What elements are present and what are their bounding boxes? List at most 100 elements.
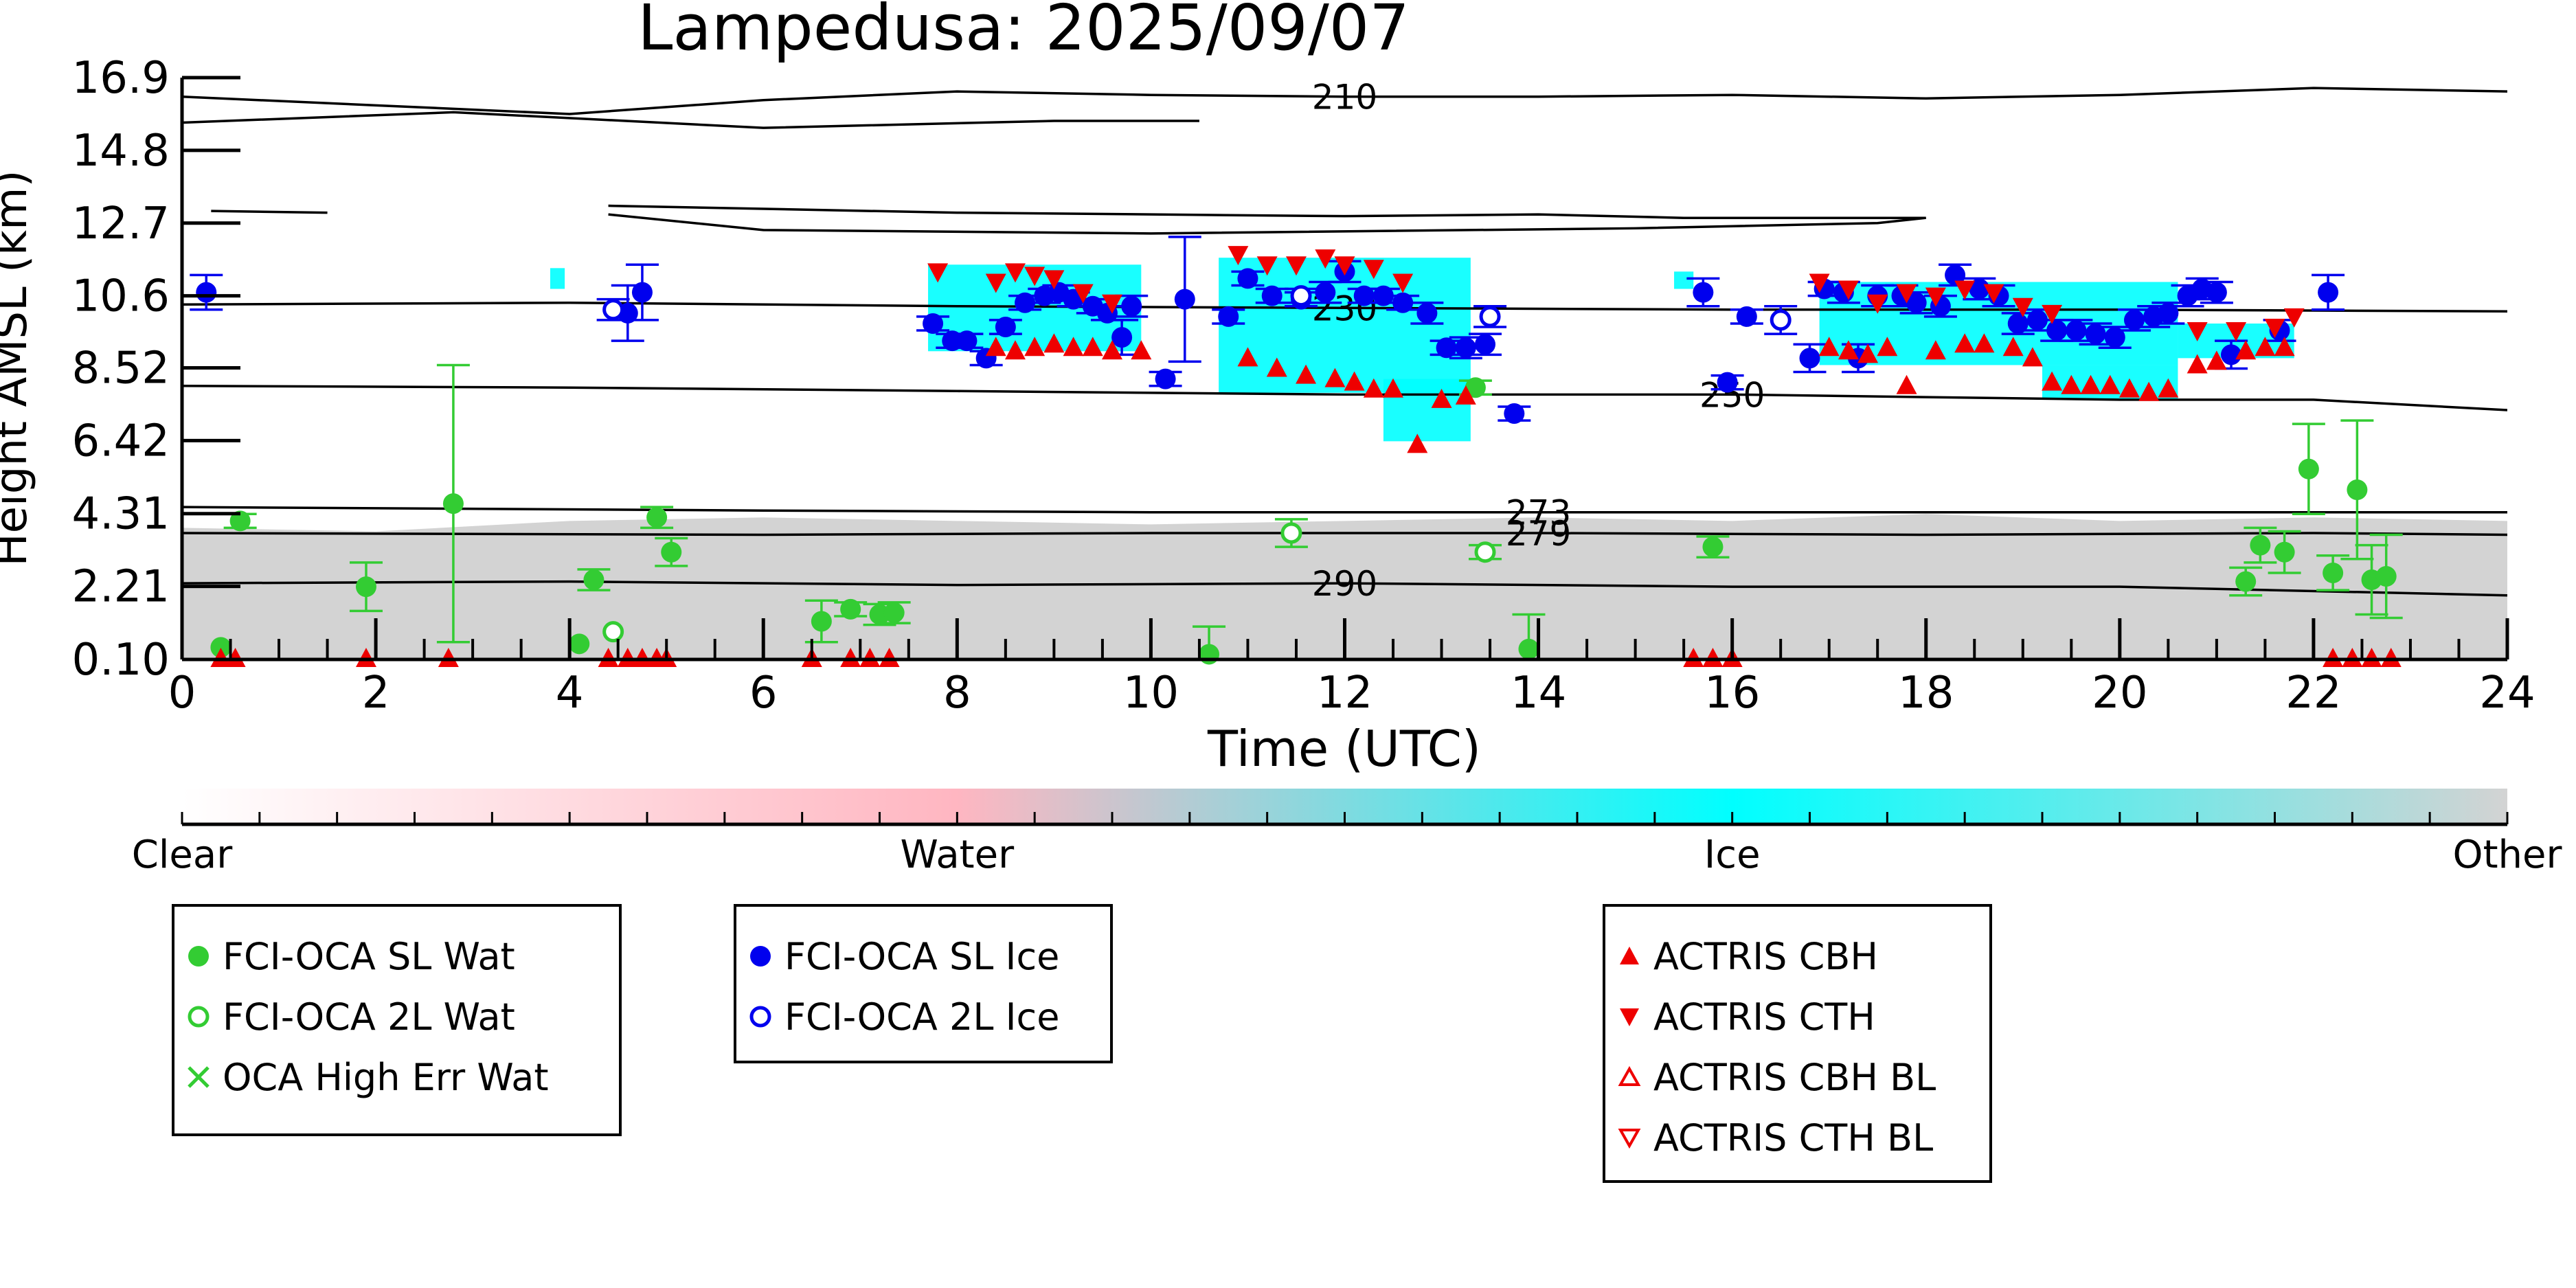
- x-tick-label: 0: [168, 668, 196, 719]
- x-axis-label: Time (UTC): [1207, 720, 1481, 778]
- data-point: [1315, 282, 1336, 303]
- data-point: [1518, 638, 1539, 659]
- data-point: [2026, 309, 2048, 330]
- contour-label: 290: [1312, 564, 1377, 604]
- data-point: [995, 317, 1016, 337]
- data-point: [1102, 340, 1122, 360]
- contour-line-210: [211, 210, 328, 214]
- colorbar-label: Ice: [1704, 833, 1761, 877]
- x-tick-label: 18: [1898, 668, 1954, 719]
- data-point: [1736, 306, 1757, 327]
- contour-line-210: [608, 204, 1926, 235]
- data-point: [1043, 270, 1065, 290]
- data-point: [2012, 297, 2033, 317]
- colorbar-label: Water: [901, 833, 1015, 877]
- data-point: [985, 337, 1006, 357]
- data-point: [1237, 268, 1258, 289]
- data-point: [442, 493, 464, 515]
- data-point: [1353, 285, 1375, 306]
- data-point: [1906, 292, 1927, 313]
- data-point: [1004, 263, 1026, 283]
- data-point: [1436, 337, 1457, 359]
- data-point: [2235, 340, 2257, 360]
- data-point: [2066, 320, 2087, 341]
- legend-label: FCI-OCA SL Ice: [784, 934, 1060, 978]
- contour-label: 210: [1312, 78, 1377, 117]
- triangle-down-icon: [1605, 1003, 1653, 1030]
- data-point: [2361, 647, 2382, 667]
- data-point: [1818, 337, 1840, 357]
- data-point: [1363, 378, 1384, 398]
- data-point: [1954, 280, 1976, 300]
- legend-label: FCI-OCA SL Wat: [223, 934, 515, 978]
- data-point: [1256, 256, 1278, 276]
- data-point: [617, 647, 638, 667]
- data-point: [1896, 284, 1917, 304]
- contour-line-210: [182, 111, 1199, 129]
- data-point: [2221, 344, 2242, 365]
- data-point: [1770, 309, 1792, 331]
- data-point: [1455, 337, 1476, 359]
- filled-circle-icon: [174, 942, 223, 970]
- data-point: [1416, 302, 1438, 324]
- contour-line-290: [182, 580, 2507, 597]
- data-point: [2375, 566, 2397, 587]
- data-point: [879, 647, 900, 667]
- y-tick-label: 4.31: [72, 489, 170, 540]
- data-point: [1174, 289, 1195, 310]
- data-point: [2255, 337, 2276, 357]
- data-point: [1431, 388, 1452, 408]
- data-point: [1455, 385, 1476, 405]
- x-tick-label: 4: [556, 668, 584, 719]
- data-point: [1102, 294, 1122, 314]
- data-point: [1218, 306, 1239, 327]
- data-point: [2347, 479, 2368, 500]
- contour-line-210: [182, 87, 2507, 115]
- data-point: [1925, 340, 1946, 360]
- data-point: [2099, 374, 2121, 394]
- colorbar-ticks: [181, 812, 2509, 824]
- data-point: [2323, 562, 2344, 583]
- data-point: [229, 510, 251, 532]
- data-point: [2007, 313, 2029, 334]
- data-point: [927, 263, 949, 283]
- data-point: [210, 637, 231, 658]
- data-point: [2042, 371, 2063, 391]
- legend-item: FCI-OCA SL Ice: [736, 934, 1060, 978]
- data-point: [2274, 541, 2295, 563]
- data-series: [190, 236, 2403, 667]
- data-point: [1344, 371, 1365, 391]
- data-point: [1392, 273, 1414, 293]
- x-tick-label: 6: [749, 668, 778, 719]
- y-tick-label: 14.8: [72, 126, 170, 177]
- data-point: [2042, 304, 2063, 324]
- y-tick-label: 12.7: [72, 199, 170, 249]
- data-point: [1237, 347, 1258, 367]
- data-point: [1474, 541, 1496, 563]
- data-point: [1392, 292, 1414, 313]
- data-point: [923, 313, 944, 334]
- data-point: [1896, 374, 1917, 394]
- data-point: [1702, 647, 1724, 667]
- data-point: [2187, 322, 2208, 342]
- chart-title: Lampedusa: 2025/09/07: [637, 0, 1410, 65]
- data-point: [2119, 378, 2140, 398]
- data-point: [1082, 337, 1103, 357]
- x-tick-label: 14: [1511, 668, 1566, 719]
- data-point: [2022, 347, 2043, 367]
- data-point: [1334, 256, 1355, 276]
- data-point: [355, 576, 376, 598]
- triangle-up-open-icon: [1605, 1063, 1653, 1091]
- data-point: [602, 621, 624, 643]
- data-point: [1475, 334, 1496, 355]
- legend-label: OCA High Err Wat: [223, 1055, 549, 1099]
- data-point: [2274, 337, 2295, 357]
- contour-line-273: [182, 506, 2507, 514]
- data-point: [811, 611, 832, 632]
- x-tick-label: 24: [2479, 668, 2535, 719]
- colorbar: Clear Water Ice Other: [132, 789, 2562, 877]
- data-point: [1702, 536, 1724, 558]
- y-tick-label: 8.52: [72, 343, 170, 394]
- data-point: [1315, 249, 1336, 269]
